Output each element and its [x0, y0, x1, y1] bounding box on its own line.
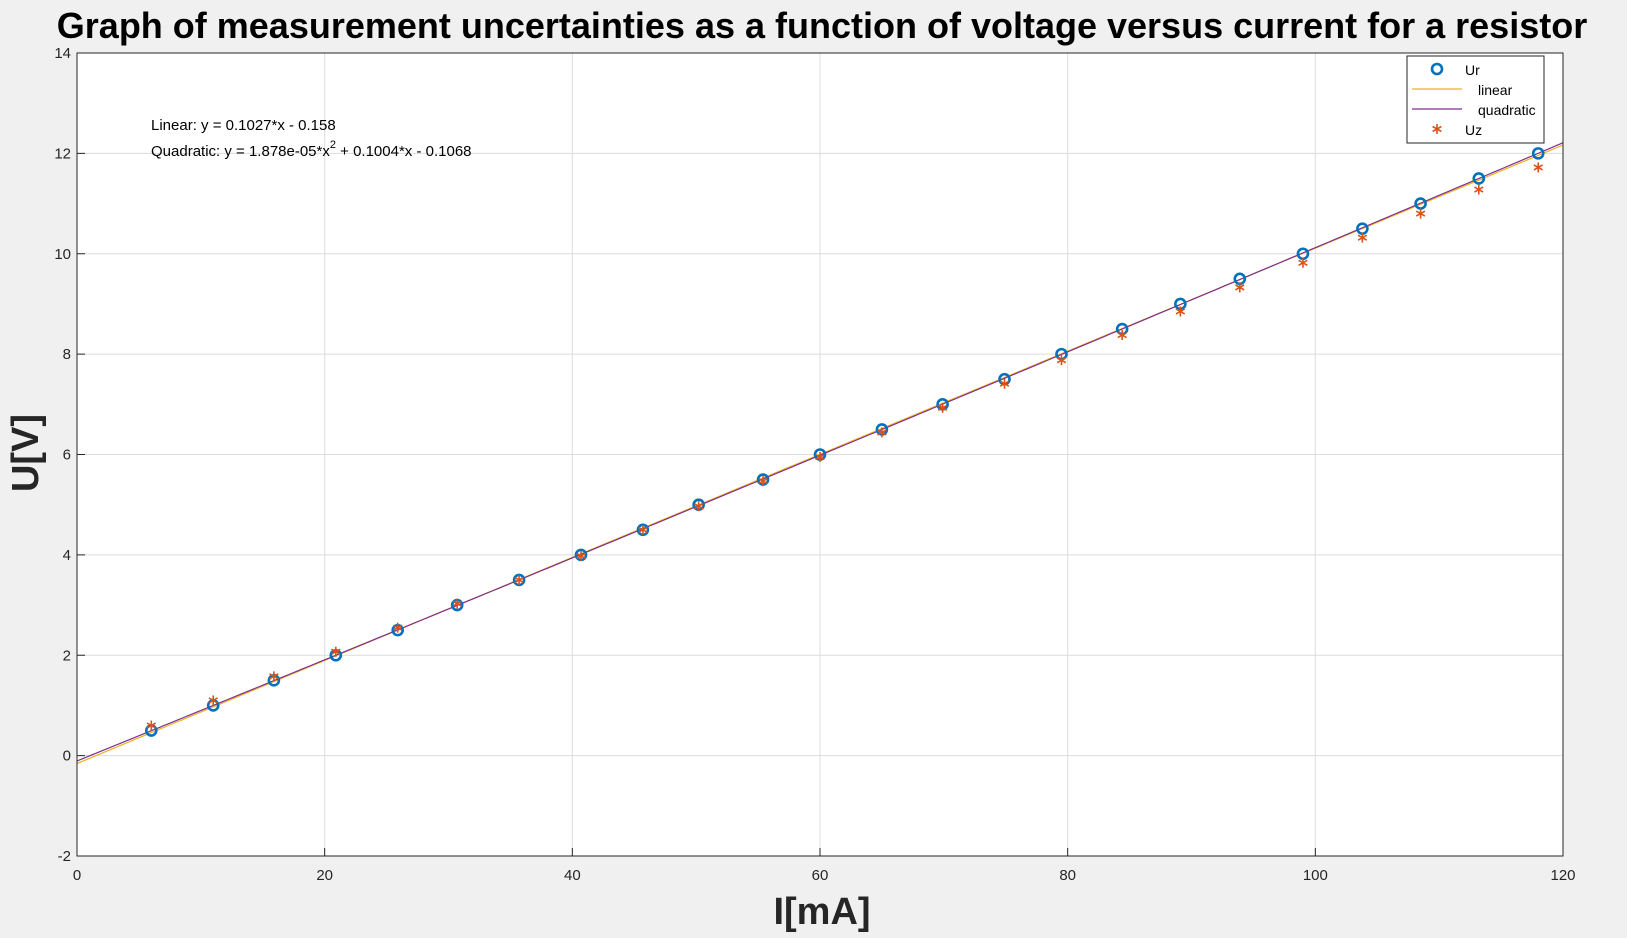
point-Uz: [452, 598, 462, 609]
star-stroke: [331, 648, 341, 655]
point-Uz: [331, 646, 341, 657]
point-Uz: [208, 695, 218, 706]
chart-title: Graph of measurement uncertainties as a …: [57, 5, 1587, 46]
x-tick-label: 20: [316, 867, 333, 884]
linear-equation: Linear: y = 0.1027*x - 0.158: [151, 117, 336, 134]
point-Uz: [392, 622, 403, 633]
point-Uz: [999, 378, 1010, 389]
y-tick-label: 8: [63, 346, 71, 363]
quadratic-equation-suffix: + 0.1004*x - 0.1068: [336, 143, 472, 160]
point-Uz: [269, 671, 279, 682]
point-Uz: [1056, 355, 1067, 366]
star-stroke: [514, 576, 524, 584]
y-tick-label: 6: [63, 447, 71, 464]
point-Ur: [1472, 172, 1486, 185]
y-axis-label: U[V]: [5, 414, 47, 492]
legend-label-uz: Uz: [1465, 122, 1482, 138]
point-Uz: [1235, 282, 1245, 293]
legend-box: [1406, 55, 1545, 144]
fit-lines: [77, 142, 1563, 765]
star-stroke: [1432, 125, 1442, 133]
x-axis-label: I[mA]: [773, 891, 870, 933]
legend-label-linear: linear: [1478, 82, 1513, 98]
star-stroke: [1175, 308, 1186, 315]
star-stroke: [815, 453, 825, 461]
star-stroke: [999, 380, 1010, 387]
point-Uz: [1415, 208, 1426, 219]
legend-label-quadratic: quadratic: [1478, 102, 1536, 118]
y-tick-label: 0: [63, 748, 71, 765]
point-Uz: [514, 574, 524, 585]
star-stroke: [208, 697, 218, 704]
data-markers: [145, 147, 1545, 737]
quadratic-equation-prefix: Quadratic: y = 1.878e-05*x: [151, 143, 330, 160]
point-Uz: [758, 476, 768, 487]
legend-label-ur: Ur: [1465, 62, 1480, 78]
y-tick-label: 2: [63, 647, 71, 664]
star-stroke: [877, 429, 887, 436]
x-tick-label: 40: [564, 867, 581, 884]
star-stroke: [1533, 164, 1543, 171]
point-Uz: [815, 452, 825, 463]
x-tick-label: 100: [1303, 867, 1328, 884]
legend: Ur linear quadratic Uz: [1406, 55, 1545, 144]
fit-line-quadratic: [77, 142, 1563, 762]
y-tick-label: 4: [63, 547, 71, 564]
x-tick-label: 60: [812, 867, 829, 884]
point-Ur: [1531, 147, 1545, 160]
star-stroke: [452, 600, 462, 607]
legend-star-glyph: [1432, 124, 1442, 134]
legend-marker-ur: [1430, 62, 1444, 76]
star-stroke: [392, 624, 403, 631]
star-stroke: [576, 552, 586, 560]
point-Uz: [1357, 232, 1368, 243]
quadratic-equation-exponent: 2: [330, 139, 336, 151]
equation-annotations: Linear: y = 0.1027*x - 0.158 Quadratic: …: [151, 117, 472, 160]
point-Uz: [693, 501, 704, 512]
star-stroke: [758, 477, 768, 485]
point-Uz: [1474, 184, 1484, 195]
point-Uz: [1298, 257, 1308, 268]
y-tick-label: -2: [58, 848, 71, 865]
star-stroke: [937, 404, 948, 412]
star-stroke: [269, 673, 279, 680]
quadratic-equation: Quadratic: y = 1.878e-05*x2 + 0.1004*x -…: [151, 139, 472, 160]
star-stroke: [1298, 259, 1308, 266]
x-tick-label: 120: [1550, 867, 1575, 884]
star-stroke: [1235, 284, 1245, 291]
point-Uz: [1175, 306, 1186, 317]
point-Uz: [576, 550, 586, 561]
point-Uz: [638, 524, 648, 535]
star-stroke: [146, 722, 157, 729]
point-Uz: [146, 720, 157, 731]
y-tick-label: 12: [54, 145, 71, 162]
y-tick-label: 14: [54, 45, 71, 62]
star-stroke: [1474, 186, 1484, 193]
point-Uz: [877, 427, 887, 438]
point-Uz: [937, 402, 948, 413]
point-Ur: [1414, 197, 1427, 210]
y-tick-label: 10: [54, 246, 71, 263]
star-stroke: [1357, 234, 1368, 241]
star-stroke: [693, 502, 704, 510]
point-Uz: [1533, 162, 1543, 173]
x-tick-label: 0: [73, 867, 81, 884]
star-stroke: [1415, 210, 1426, 217]
point-Uz: [1117, 330, 1127, 341]
x-tick-label: 80: [1059, 867, 1076, 884]
star-stroke: [1056, 356, 1067, 364]
star-stroke: [638, 526, 648, 533]
star-stroke: [1117, 331, 1127, 339]
legend-marker-uz: [1432, 124, 1442, 134]
